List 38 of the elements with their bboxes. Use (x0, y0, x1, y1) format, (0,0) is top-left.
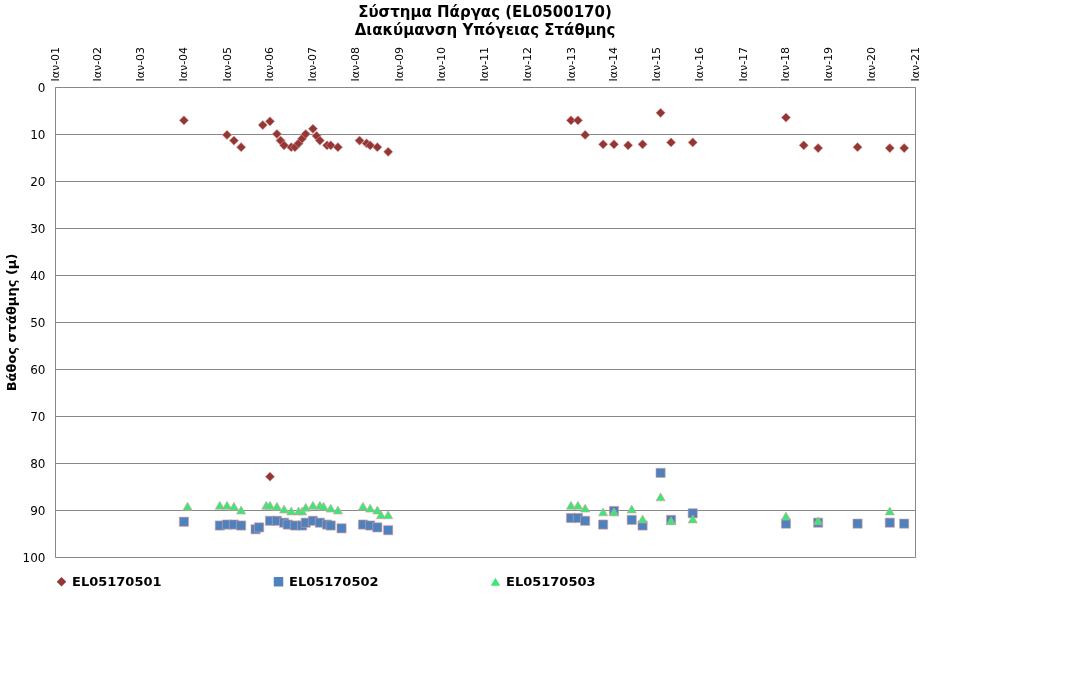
y-tick-label: 10 (30, 127, 46, 142)
x-tick-label: Ιαν-18 (779, 46, 793, 82)
x-tick-label: Ιαν-12 (521, 46, 535, 82)
x-tick-label: Ιαν-04 (177, 46, 191, 82)
x-tick-label: Ιαν-17 (736, 46, 750, 82)
x-tick-label: Ιαν-15 (650, 46, 664, 82)
x-tick-label: Ιαν-08 (349, 46, 363, 82)
x-tick-label: Ιαν-14 (607, 46, 621, 82)
x-tick-label: Ιαν-02 (91, 46, 105, 82)
legend-label: EL05170502 (289, 573, 379, 589)
x-tick-label: Ιαν-13 (564, 46, 578, 82)
x-tick-label: Ιαν-21 (908, 46, 922, 82)
x-tick-label: Ιαν-10 (435, 46, 449, 82)
x-tick-label: Ιαν-07 (306, 46, 320, 82)
y-axis-title: Βάθος στάθμης (μ) (3, 253, 19, 392)
y-tick-label: 100 (22, 550, 46, 565)
y-tick-label: 80 (30, 456, 46, 471)
x-tick-label: Ιαν-09 (392, 46, 406, 82)
legend-label: EL05170501 (72, 573, 162, 589)
y-tick-label: 60 (30, 362, 46, 377)
y-tick-label: 0 (37, 80, 46, 95)
x-tick-label: Ιαν-16 (693, 46, 707, 82)
y-tick-label: 50 (30, 315, 46, 330)
y-tick-label: 20 (30, 174, 46, 189)
x-tick-label: Ιαν-05 (220, 46, 234, 82)
y-tick-label: 30 (30, 221, 46, 236)
y-tick-label: 70 (30, 409, 46, 424)
x-tick-label: Ιαν-01 (48, 46, 62, 82)
x-tick-label: Ιαν-11 (478, 46, 492, 82)
x-tick-label: Ιαν-20 (865, 46, 879, 82)
legend-label: EL05170503 (506, 573, 596, 589)
x-tick-label: Ιαν-19 (822, 46, 836, 82)
y-tick-label: 90 (30, 503, 46, 518)
chart-title: Σύστημα Πάργας (EL0500170) (358, 3, 612, 22)
chart-subtitle: Διακύμανση Υπόγειας Στάθμης (354, 21, 616, 40)
y-tick-label: 40 (30, 268, 46, 283)
x-tick-label: Ιαν-03 (134, 46, 148, 82)
x-tick-label: Ιαν-06 (263, 46, 277, 82)
